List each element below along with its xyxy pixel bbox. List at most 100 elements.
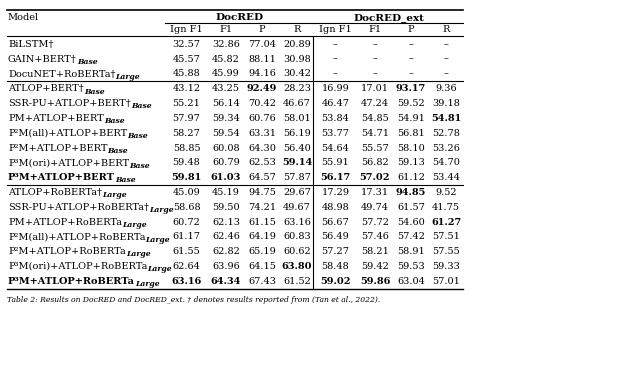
Text: Base: Base [131, 102, 152, 110]
Text: DocuNET+RoBERTa†: DocuNET+RoBERTa† [8, 70, 115, 78]
Text: 45.99: 45.99 [212, 70, 240, 78]
Text: 56.67: 56.67 [322, 218, 349, 227]
Text: 55.91: 55.91 [322, 158, 349, 167]
Text: 92.49: 92.49 [247, 84, 277, 93]
Text: 62.64: 62.64 [173, 262, 200, 271]
Text: 94.75: 94.75 [248, 188, 276, 197]
Text: 9.52: 9.52 [435, 188, 457, 197]
Text: 63.31: 63.31 [248, 129, 276, 138]
Text: 63.16: 63.16 [283, 218, 311, 227]
Text: –: – [444, 70, 449, 78]
Text: P³M(ori)+ATLOP+BERT: P³M(ori)+ATLOP+BERT [8, 158, 129, 167]
Text: –: – [372, 40, 378, 49]
Text: P³M+ATLOP+RoBERTa: P³M+ATLOP+RoBERTa [8, 277, 135, 286]
Text: 17.01: 17.01 [361, 84, 389, 93]
Text: 45.19: 45.19 [212, 188, 240, 197]
Text: R: R [293, 26, 301, 35]
Text: Large: Large [135, 280, 159, 288]
Text: 59.52: 59.52 [397, 99, 425, 108]
Text: 45.82: 45.82 [212, 55, 240, 64]
Text: Ign F1: Ign F1 [319, 26, 352, 35]
Text: 94.85: 94.85 [396, 188, 426, 197]
Text: –: – [333, 55, 338, 64]
Text: Large: Large [145, 235, 170, 244]
Text: 59.50: 59.50 [212, 203, 240, 212]
Text: 52.78: 52.78 [432, 129, 460, 138]
Text: 61.57: 61.57 [397, 203, 425, 212]
Text: 56.82: 56.82 [361, 158, 389, 167]
Text: 77.04: 77.04 [248, 40, 276, 49]
Text: 61.12: 61.12 [397, 173, 425, 182]
Text: 28.23: 28.23 [283, 84, 311, 93]
Text: 48.98: 48.98 [322, 203, 349, 212]
Text: 60.08: 60.08 [212, 144, 240, 153]
Text: 20.89: 20.89 [283, 40, 311, 49]
Text: 61.17: 61.17 [173, 232, 200, 241]
Text: 59.42: 59.42 [361, 262, 389, 271]
Text: 46.47: 46.47 [321, 99, 349, 108]
Text: PM+ATLOP+RoBERTa: PM+ATLOP+RoBERTa [8, 218, 122, 227]
Text: Base: Base [108, 147, 128, 155]
Text: SSR-PU+ATLOP+RoBERTa†: SSR-PU+ATLOP+RoBERTa† [8, 203, 149, 212]
Text: 54.70: 54.70 [432, 158, 460, 167]
Text: 93.17: 93.17 [396, 84, 426, 93]
Text: SSR-PU+ATLOP+BERT†: SSR-PU+ATLOP+BERT† [8, 99, 131, 108]
Text: –: – [444, 55, 449, 64]
Text: –: – [408, 55, 413, 64]
Text: 54.91: 54.91 [397, 114, 425, 123]
Text: 47.24: 47.24 [361, 99, 389, 108]
Text: 56.17: 56.17 [321, 173, 351, 182]
Text: 43.25: 43.25 [212, 84, 240, 93]
Text: 54.60: 54.60 [397, 218, 425, 227]
Text: Large: Large [149, 206, 173, 214]
Text: P²M+ATLOP+RoBERTa: P²M+ATLOP+RoBERTa [8, 247, 125, 256]
Text: 64.34: 64.34 [211, 277, 241, 286]
Text: 57.55: 57.55 [432, 247, 460, 256]
Text: 63.04: 63.04 [397, 277, 425, 286]
Text: –: – [408, 40, 413, 49]
Text: 56.19: 56.19 [283, 129, 311, 138]
Text: 39.18: 39.18 [432, 99, 460, 108]
Text: Ign F1: Ign F1 [170, 26, 203, 35]
Text: 54.71: 54.71 [361, 129, 389, 138]
Text: –: – [333, 70, 338, 78]
Text: P: P [408, 26, 414, 35]
Text: 57.02: 57.02 [360, 173, 390, 182]
Text: 32.86: 32.86 [212, 40, 240, 49]
Text: Base: Base [104, 117, 124, 125]
Text: Base: Base [115, 176, 136, 185]
Text: 58.68: 58.68 [173, 203, 200, 212]
Text: 46.67: 46.67 [283, 99, 311, 108]
Text: P²M+ATLOP+BERT: P²M+ATLOP+BERT [8, 144, 108, 153]
Text: 53.44: 53.44 [432, 173, 460, 182]
Text: 49.67: 49.67 [283, 203, 311, 212]
Text: 30.42: 30.42 [283, 70, 311, 78]
Text: 45.09: 45.09 [173, 188, 200, 197]
Text: ATLOP+RoBERTa†: ATLOP+RoBERTa† [8, 188, 102, 197]
Text: P²M(all)+ATLOP+BERT: P²M(all)+ATLOP+BERT [8, 129, 127, 138]
Text: 53.77: 53.77 [321, 129, 349, 138]
Text: Large: Large [122, 221, 147, 229]
Text: 59.54: 59.54 [212, 129, 240, 138]
Text: 59.02: 59.02 [320, 277, 351, 286]
Text: 17.31: 17.31 [361, 188, 389, 197]
Text: 57.01: 57.01 [432, 277, 460, 286]
Text: 58.27: 58.27 [173, 129, 200, 138]
Text: 62.13: 62.13 [212, 218, 240, 227]
Text: 55.57: 55.57 [361, 144, 389, 153]
Text: 61.55: 61.55 [173, 247, 200, 256]
Text: 53.26: 53.26 [432, 144, 460, 153]
Text: 63.96: 63.96 [212, 262, 240, 271]
Text: 45.88: 45.88 [173, 70, 200, 78]
Text: P³M(ori)+ATLOP+RoBERTa: P³M(ori)+ATLOP+RoBERTa [8, 262, 147, 271]
Text: 62.46: 62.46 [212, 232, 240, 241]
Text: Base: Base [127, 132, 148, 140]
Text: ATLOP+BERT†: ATLOP+BERT† [8, 84, 84, 93]
Text: 57.72: 57.72 [361, 218, 389, 227]
Text: 54.85: 54.85 [361, 114, 389, 123]
Text: 53.84: 53.84 [321, 114, 349, 123]
Text: DocRED_ext: DocRED_ext [353, 13, 424, 22]
Text: 63.80: 63.80 [282, 262, 312, 271]
Text: 57.42: 57.42 [397, 232, 425, 241]
Text: 54.81: 54.81 [431, 114, 461, 123]
